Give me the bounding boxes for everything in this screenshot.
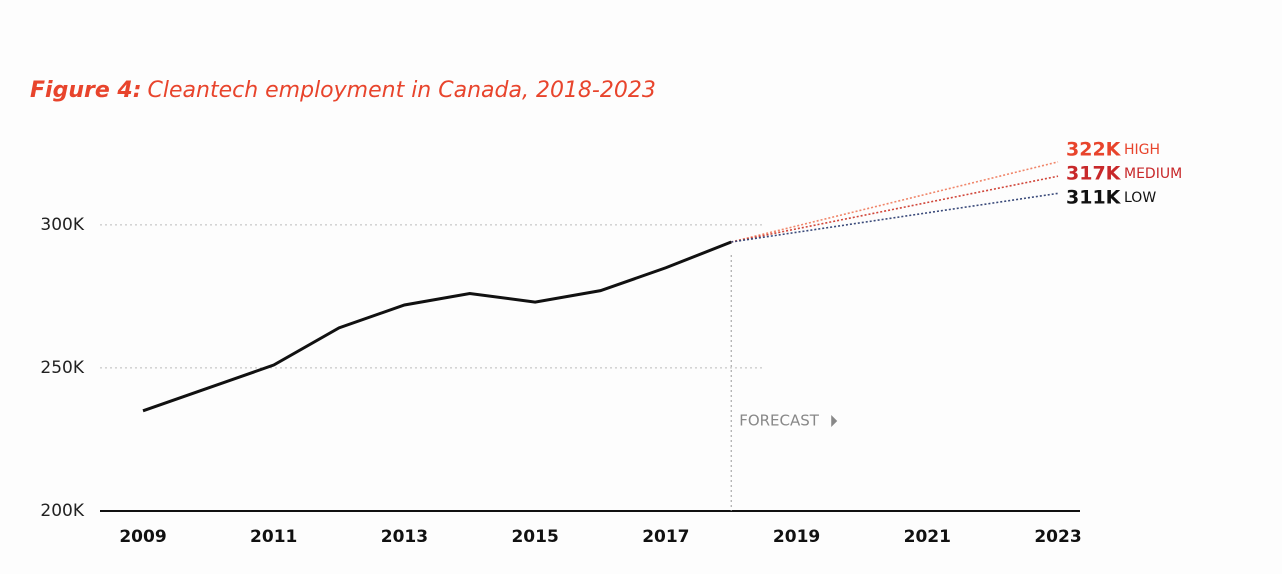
- forecast-line: [731, 161, 1059, 243]
- forecast-label: FORECAST: [739, 412, 820, 430]
- title-label: Figure 4:: [30, 78, 142, 103]
- title-text: Cleantech employment in Canada, 2018-202…: [148, 78, 656, 103]
- forecast-arrow: [831, 415, 838, 427]
- y-tick-label: 250K: [40, 358, 84, 378]
- x-tick-label: 2023: [1034, 527, 1081, 547]
- y-tick-label: 200K: [40, 501, 84, 521]
- x-tick-label: 2021: [904, 527, 951, 547]
- chart-title: Figure 4: Cleantech employment in Canada,…: [30, 78, 656, 103]
- end-value-label: 311K: [1066, 187, 1122, 209]
- forecast-line: [731, 192, 1059, 243]
- data-line: [142, 240, 732, 413]
- y-tick-label: 300K: [40, 215, 84, 235]
- legend-label: HIGH: [1124, 142, 1160, 158]
- x-tick-label: 2011: [250, 527, 297, 547]
- x-tick-label: 2015: [511, 527, 558, 547]
- x-tick-label: 2013: [381, 527, 428, 547]
- x-tick-label: 2017: [642, 527, 689, 547]
- end-value-label: 317K: [1066, 163, 1122, 185]
- x-tick-label: 2019: [773, 527, 820, 547]
- legend-label: MEDIUM: [1124, 166, 1182, 182]
- forecast-line: [731, 175, 1059, 243]
- end-value-label: 322K: [1066, 139, 1122, 161]
- x-tick-label: 2009: [119, 527, 166, 547]
- legend-label: LOW: [1124, 190, 1156, 206]
